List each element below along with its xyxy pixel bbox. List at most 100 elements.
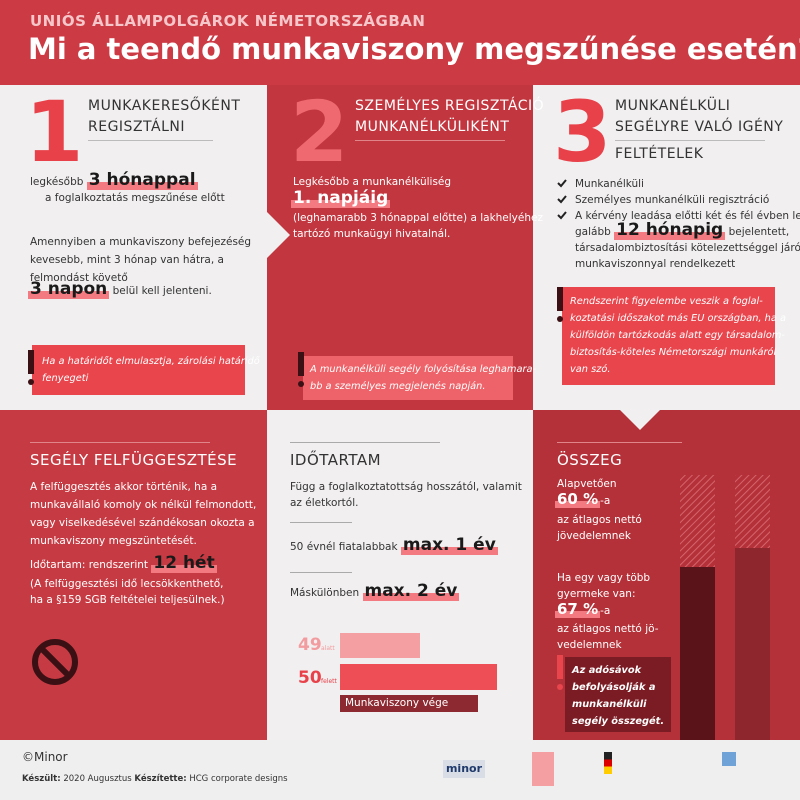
footer-bg [0,740,800,800]
text: (leghamarabb 3 hónappal előtte) a lakhel… [293,212,543,224]
rule [290,442,440,443]
text: A felfüggesztés akkor történik, ha a [30,481,218,493]
rule [355,140,505,141]
text: az életkortól. [290,497,359,509]
warning-icon [557,655,563,679]
heading: REGISZTÁLNI [88,119,185,135]
text: 60 % -a [555,490,611,509]
text-part: bejelentett, [728,226,790,238]
heading: SEGÉLY FELFÜGGESZTÉSE [30,451,238,469]
prohibit-icon [38,645,72,679]
warning-icon [557,287,563,311]
text-part: belül kell jelenteni. [112,285,212,297]
duration-bar [340,633,420,658]
text-part: 3 hónappal [86,170,198,190]
text-part: -a [600,495,611,507]
note: külföldön tartózkodás alatt egy társadal… [570,330,785,341]
text: 3 napon belül kell jelenteni. [28,279,212,299]
warning-icon [298,352,304,376]
rule [290,572,352,573]
text-part: 12 hónapig [614,220,726,240]
duration-bar [340,664,497,690]
note-box [565,657,671,732]
arrow-notch [620,410,660,430]
text-part: max. 1 év [400,535,498,555]
warning-icon [557,316,563,322]
text-part: galább [575,226,611,238]
arrow-notch [267,212,290,258]
heading: SEGÉLYRE VALÓ IGÉNY [615,119,784,135]
text-part: Készítette: [134,774,187,784]
note: koztatási időszakot más EU országban, ha… [570,313,786,324]
text: jövedelemnek [557,530,631,542]
axis-label: Munkaviszony vége [345,697,449,709]
rule [290,522,352,523]
warning-box [32,345,245,395]
note: biztosítás-köteles Németországi munkáról [570,347,777,358]
note: Rendszerint figyelembe veszik a foglal- [570,296,763,307]
logo: minor [443,760,485,778]
text: vagy viselkedésével szándékosan okozta a [30,517,255,529]
header-bg [0,0,800,85]
text: az átlagos nettó [557,514,642,526]
panel-bg [0,410,267,740]
text-part: Időtartam: rendszerint [30,559,149,571]
text-part: 50 évnél fiatalabbak [290,541,398,553]
text: tartózó munkaügyi hivatalnál. [293,228,451,240]
note: Az adósávok [572,665,642,676]
rule [30,442,210,443]
note: befolyásolják a [572,682,656,693]
condition: Személyes munkanélküli regisztráció [575,194,770,206]
heading: ÖSSZEG [557,451,623,469]
text: a foglalkoztatás megszűnése előtt [45,192,225,204]
check [557,195,567,204]
bar-decor [680,567,715,740]
heading: IDŐTARTAM [290,451,382,469]
warning: fenyegeti [42,373,89,384]
text-part: 2020 Augusztus [63,774,132,784]
prohibit-icon [32,639,78,685]
rule [615,140,765,141]
text: Alapvetően [557,478,617,490]
text: 1. napjáig [291,188,391,208]
step-number: 1 [25,83,84,181]
check [557,211,567,220]
heading: MUNKANÉLKÜLI [615,98,731,114]
rule [88,140,213,141]
condition: A kérvény leadása előtti két és fél évbe… [575,210,800,222]
panel-bg [267,85,533,410]
warning-icon [28,350,34,374]
condition: galább 12 hónapig bejelentett, [575,220,790,240]
text: (A felfüggesztési idő lecsökkenthető, [30,578,224,590]
step-number: 2 [290,83,349,181]
age-label: felett [321,678,337,685]
text-part: Máskülönben [290,587,360,599]
text-part: 3 napon [28,279,110,299]
condition: munkaviszonnyal rendelkezett [575,258,736,270]
axis-bar [340,695,478,712]
logo [604,752,612,774]
note: segély összegét. [572,716,665,727]
note-box [562,287,775,385]
text-part: legkésőbb [30,176,84,188]
copyright: ©Minor [22,750,68,764]
warning-box [303,356,513,400]
text-part: 67 % [555,600,601,618]
text: gyermeke van: [557,588,636,600]
text-part: 60 % [555,490,601,508]
text-part: HCG corporate designs [189,774,288,784]
text: vedelemnek [557,639,622,651]
text: legkésőbb 3 hónappal [30,170,198,190]
warning: Ha a határidőt elmulasztja, zárolási hat… [42,356,260,367]
heading: MUNKANÉLKÜLIKÉNT [355,119,510,135]
text: Amennyiben a munkaviszony befejezéség [30,236,252,248]
warning-icon [28,379,34,385]
warning-icon [557,684,563,690]
bar-decor [735,548,770,740]
check [557,179,567,188]
text: Máskülönben max. 2 év [290,581,460,601]
text: munkaviszony megszüntetését. [30,535,197,547]
heading: MUNKAKERESŐKÉNT [88,98,241,114]
heading: SZEMÉLYES REGISZTÁCIÓ [355,98,545,114]
